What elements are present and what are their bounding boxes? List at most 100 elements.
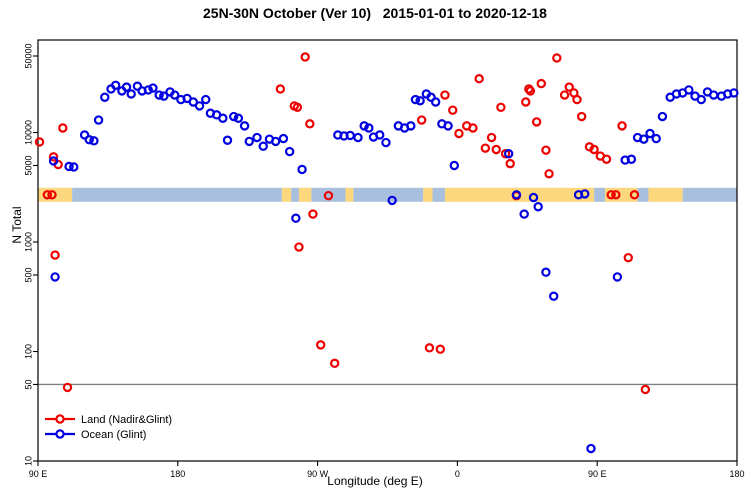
data-point [258, 141, 268, 151]
data-point [194, 101, 205, 111]
data-point [415, 96, 425, 106]
data-point [222, 135, 233, 145]
data-point [449, 160, 459, 171]
x-tick-label: 180 [729, 469, 744, 479]
legend-marker [55, 414, 65, 424]
data-point [143, 85, 153, 95]
band-segment-ocean [682, 187, 737, 202]
data-point [549, 291, 559, 301]
data-point [345, 130, 355, 141]
data-point [381, 137, 391, 148]
data-point [589, 144, 599, 155]
data-point [244, 136, 254, 147]
data-point [229, 111, 239, 122]
data-point [93, 115, 104, 125]
data-point [639, 134, 649, 144]
band-segment-ocean [594, 187, 605, 202]
data-point [323, 190, 334, 201]
data-point [521, 97, 531, 107]
data-point [503, 149, 514, 159]
y-tick-label: 10 [23, 456, 33, 466]
x-tick-label: 90 E [588, 469, 607, 479]
band-segment-land [298, 187, 312, 202]
data-point [47, 190, 57, 200]
data-point [353, 132, 363, 143]
data-point [410, 94, 421, 105]
data-point [169, 90, 180, 100]
data-point [305, 119, 315, 129]
data-point [291, 213, 301, 223]
data-point [611, 190, 621, 200]
data-point [491, 144, 501, 155]
data-point [541, 267, 551, 277]
plot-frame [37, 39, 738, 462]
data-point [729, 88, 739, 98]
data-point [606, 190, 616, 200]
data-point [201, 94, 211, 105]
data-point [300, 52, 310, 62]
y-tick-label: 500 [23, 267, 33, 282]
y-tick-label: 50000 [23, 43, 33, 68]
band-segment-ocean [432, 187, 445, 202]
data-point [500, 149, 511, 159]
band-segment-ocean [353, 187, 424, 202]
data-point [559, 90, 570, 100]
chart-legend: Land (Nadir&Glint) Ocean (Glint) [45, 414, 172, 441]
data-point [416, 115, 427, 125]
x-tick-label: 0 [455, 469, 460, 479]
data-point [278, 133, 289, 144]
band-segment-land [345, 187, 354, 202]
y-tick-label: 10000 [23, 120, 33, 145]
data-point [50, 250, 60, 260]
data-point [42, 190, 53, 200]
data-point [430, 97, 441, 107]
data-point [544, 169, 554, 179]
y-tick-label: 50 [23, 379, 33, 389]
data-point [536, 78, 546, 89]
data-point [252, 132, 262, 143]
data-point [709, 90, 719, 100]
data-point [294, 242, 304, 252]
data-point [364, 123, 374, 133]
x-axis-label: Longitude (deg E) [327, 474, 423, 488]
band-segment-land [648, 187, 683, 202]
data-point [533, 202, 543, 212]
data-point [126, 89, 136, 99]
data-point [435, 344, 446, 354]
series-ocean [48, 80, 739, 454]
data-point [617, 121, 627, 131]
data-point [496, 102, 506, 112]
data-point [612, 272, 623, 282]
data-point [552, 53, 562, 63]
data-point [375, 130, 385, 140]
band-segment-land [604, 187, 638, 202]
data-point [292, 102, 303, 112]
band-segment-ocean [72, 187, 282, 202]
data-point [541, 145, 551, 155]
data-point [148, 83, 158, 93]
data-point [576, 111, 587, 122]
data-point [50, 272, 60, 282]
series-land [34, 52, 651, 395]
data-point [651, 133, 661, 144]
data-point [64, 161, 74, 172]
data-point [519, 209, 529, 219]
data-point [486, 132, 497, 143]
data-point [601, 154, 612, 164]
legend-label: Ocean (Glint) [81, 429, 146, 441]
y-tick-label: 5000 [23, 155, 33, 175]
band-segment-land [423, 187, 433, 202]
data-point [284, 146, 295, 157]
data-point [580, 189, 590, 199]
axis-ticks: 10 50 100 500 1000 5000 10000 50000 90 E 180 90 W 0… [23, 43, 744, 479]
data-point [586, 443, 596, 454]
data-point [34, 137, 45, 147]
data-point [511, 190, 522, 200]
data-point [308, 209, 318, 219]
data-point [316, 340, 326, 350]
data-point [48, 152, 59, 162]
data-point [448, 105, 458, 115]
data-point [440, 90, 450, 100]
